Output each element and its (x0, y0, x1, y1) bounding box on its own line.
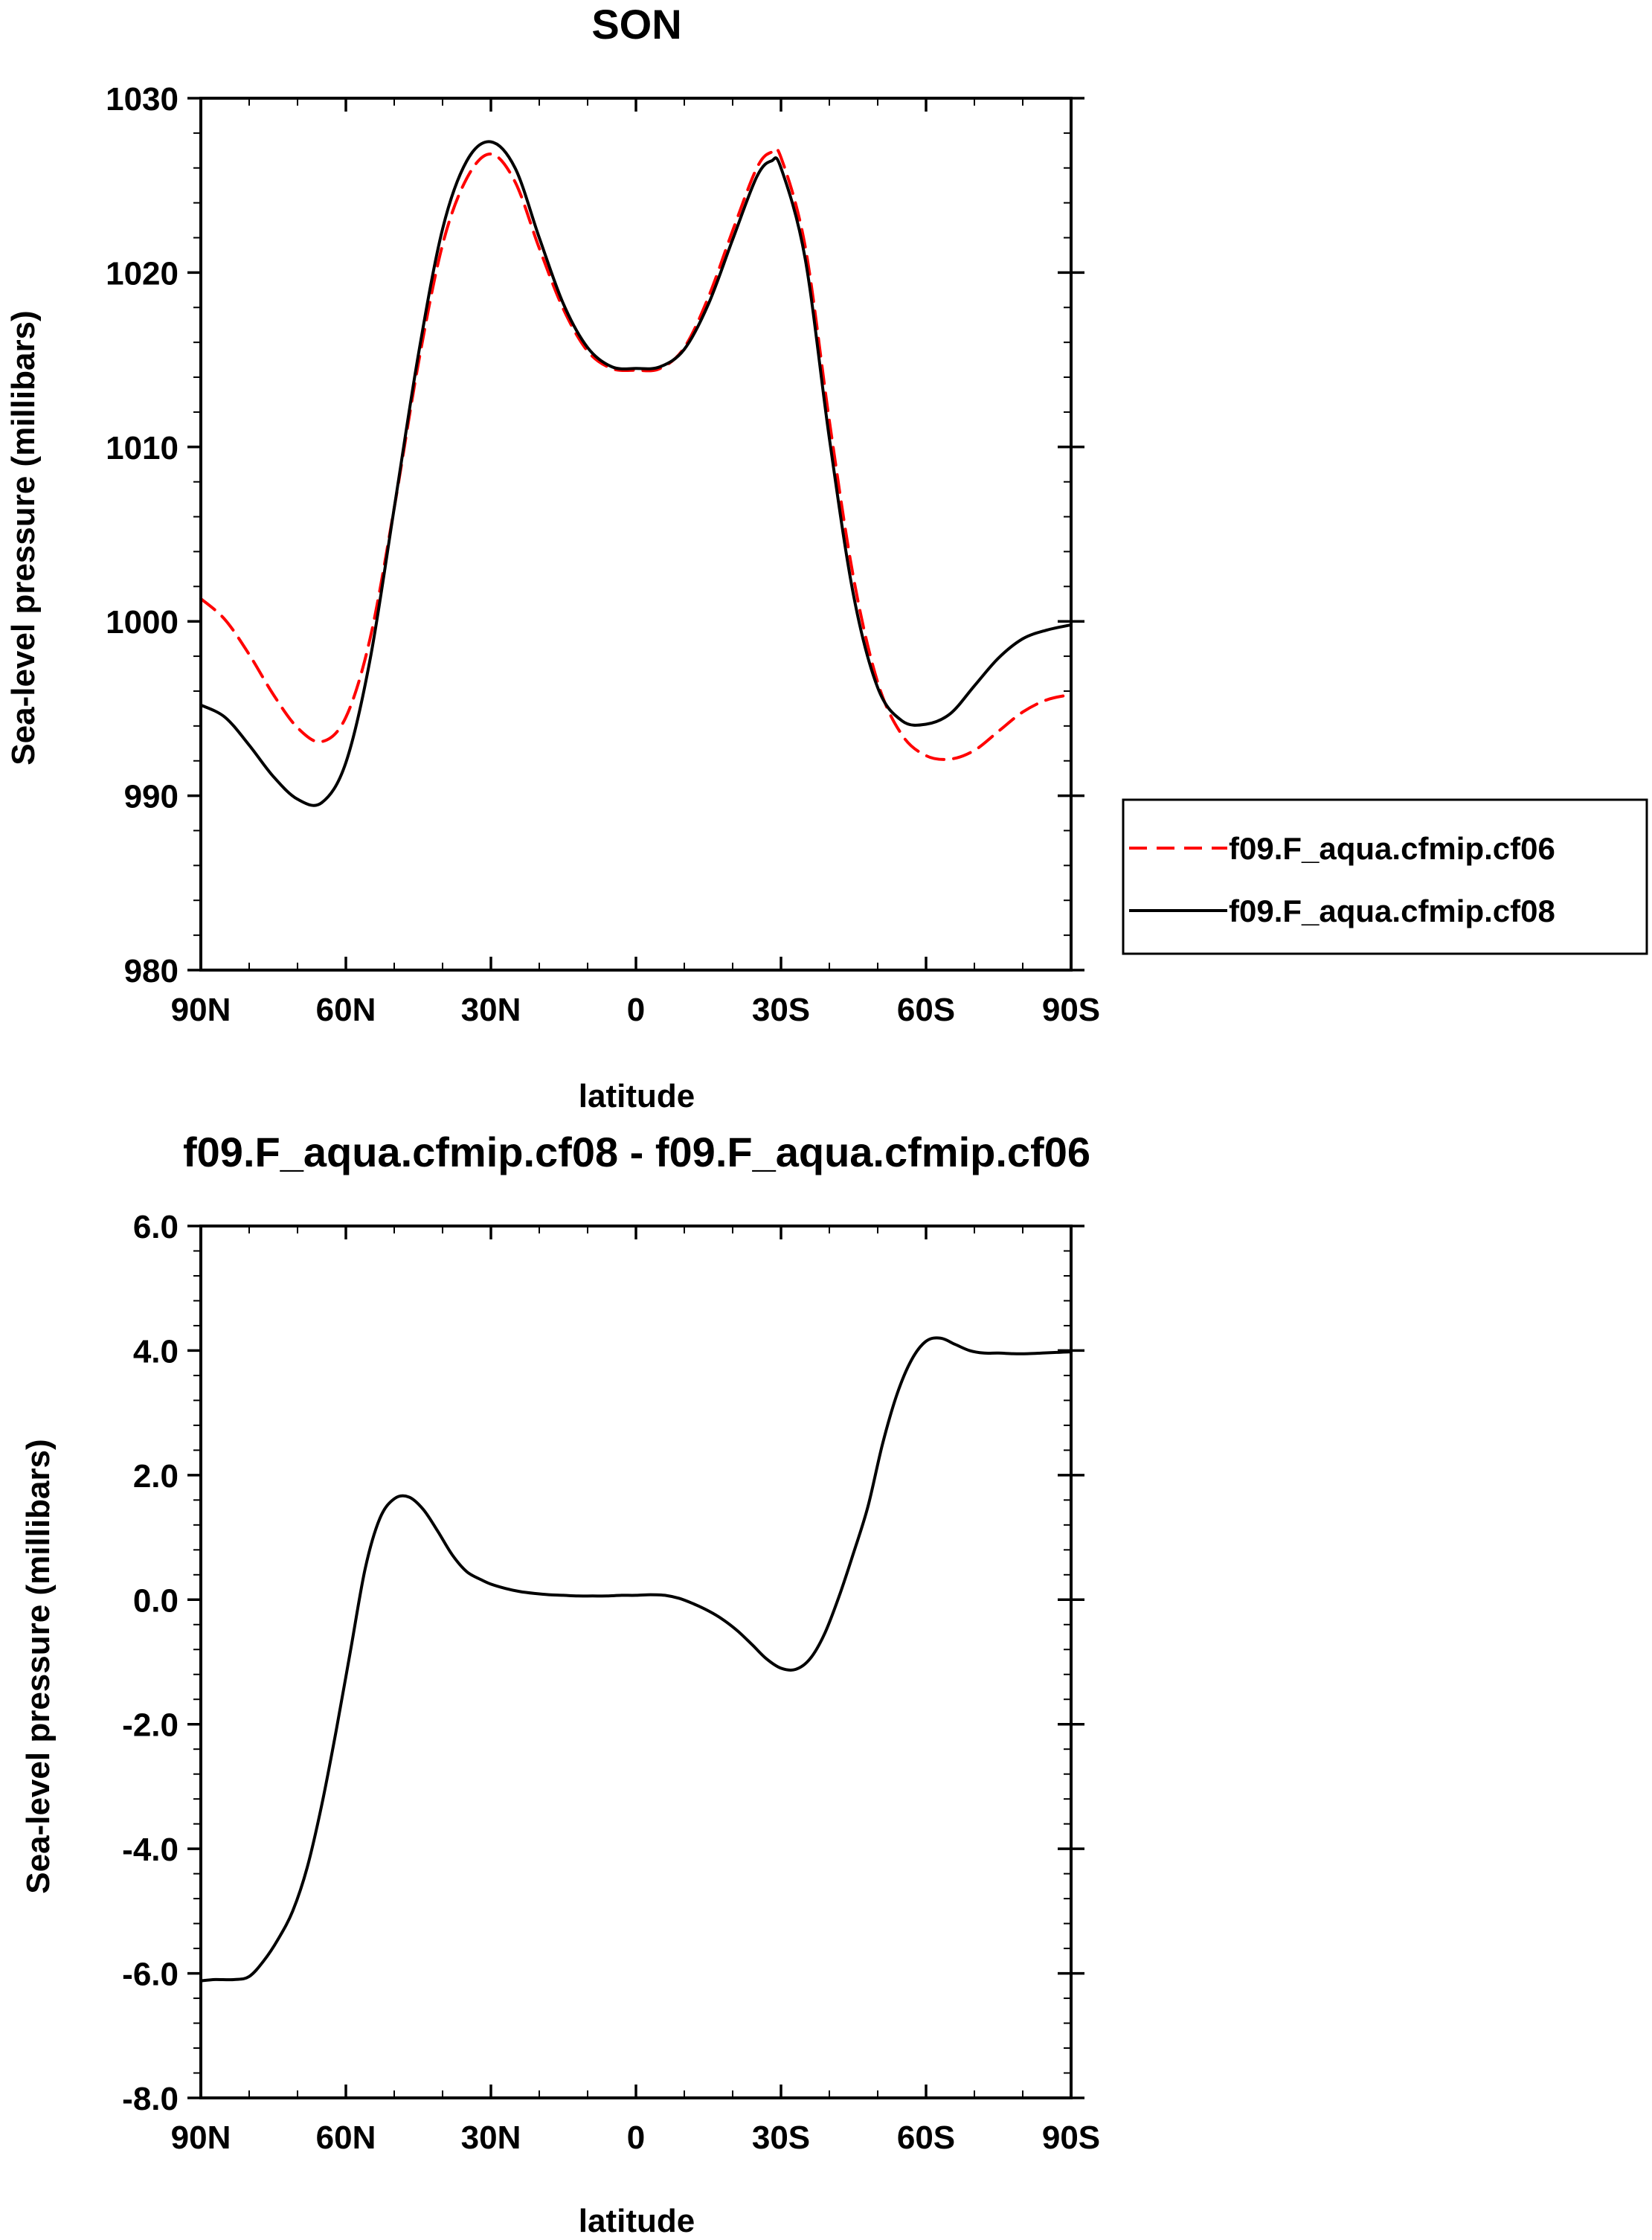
y-tick-label: 2.0 (133, 1458, 179, 1495)
y-tick-label: 6.0 (133, 1209, 179, 1245)
series-lines (199, 1336, 1073, 1983)
panel-top: SON latitude Sea-level pressure (milliba… (5, 1, 1648, 1114)
legend-label-cf06: f09.F_aqua.cfmip.cf06 (1229, 831, 1555, 866)
x-tick-label: 60S (897, 2119, 955, 2156)
x-tick-label: 90S (1042, 2119, 1100, 2156)
y-tick-label: 1030 (106, 81, 179, 118)
x-tick-label: 0 (627, 992, 645, 1028)
legend-box (1122, 798, 1648, 955)
plot-frame (199, 97, 1073, 972)
x-tick-label: 90S (1042, 992, 1100, 1028)
x-tick-label: 60N (316, 992, 376, 1028)
x-tick-label: 30N (461, 2119, 521, 2156)
x-tick-label: 60N (316, 2119, 376, 2156)
tick-labels: 90N 60N 30N 0 30S 60S 90S -8.0 -6.0 -4.0 -2.0 0.0 2.… (122, 1209, 1100, 2156)
panel-bottom: f09.F_aqua.cfmip.cf08 - f09.F_aqua.cfmip… (20, 1129, 1100, 2239)
series-lines (199, 140, 1073, 807)
y-tick-label: -8.0 (122, 2081, 179, 2117)
axis-ticks (187, 97, 1084, 972)
series-line-cf08 (199, 140, 1073, 807)
chart-title: SON (591, 1, 681, 48)
y-tick-label: 0.0 (133, 1582, 179, 1619)
chart-title: f09.F_aqua.cfmip.cf08 - f09.F_aqua.cfmip… (183, 1129, 1090, 1175)
y-tick-label: 4.0 (133, 1333, 179, 1370)
y-tick-label: -4.0 (122, 1832, 179, 1868)
y-axis-label: Sea-level pressure (millibars) (5, 310, 42, 765)
plot-frame (199, 1225, 1073, 2099)
axis-ticks (187, 1225, 1084, 2099)
legend-label-cf08: f09.F_aqua.cfmip.cf08 (1229, 893, 1555, 928)
y-tick-label: 1020 (106, 255, 179, 292)
y-tick-label: 1000 (106, 604, 179, 641)
y-tick-label: -2.0 (122, 1707, 179, 1744)
y-axis-label: Sea-level pressure (millibars) (20, 1439, 57, 1893)
x-axis-label: latitude (579, 2203, 695, 2239)
x-tick-label: 90N (171, 992, 231, 1028)
tick-labels: 90N 60N 30N 0 30S 60S 90S 980 990 1000 1010 1020 103… (106, 81, 1100, 1028)
x-tick-label: 90N (171, 2119, 231, 2156)
y-tick-label: -6.0 (122, 1957, 179, 1993)
series-line-difference (199, 1336, 1073, 1983)
y-tick-label: 980 (124, 953, 179, 989)
x-tick-label: 0 (627, 2119, 645, 2156)
y-tick-label: 1010 (106, 430, 179, 466)
legend: f09.F_aqua.cfmip.cf06 f09.F_aqua.cfmip.c… (1122, 798, 1648, 955)
x-tick-label: 30S (752, 992, 810, 1028)
x-tick-label: 60S (897, 992, 955, 1028)
y-tick-label: 990 (124, 779, 179, 815)
x-tick-label: 30S (752, 2119, 810, 2156)
x-axis-label: latitude (579, 1078, 695, 1114)
x-tick-label: 30N (461, 992, 521, 1028)
series-line-cf06 (199, 147, 1073, 761)
